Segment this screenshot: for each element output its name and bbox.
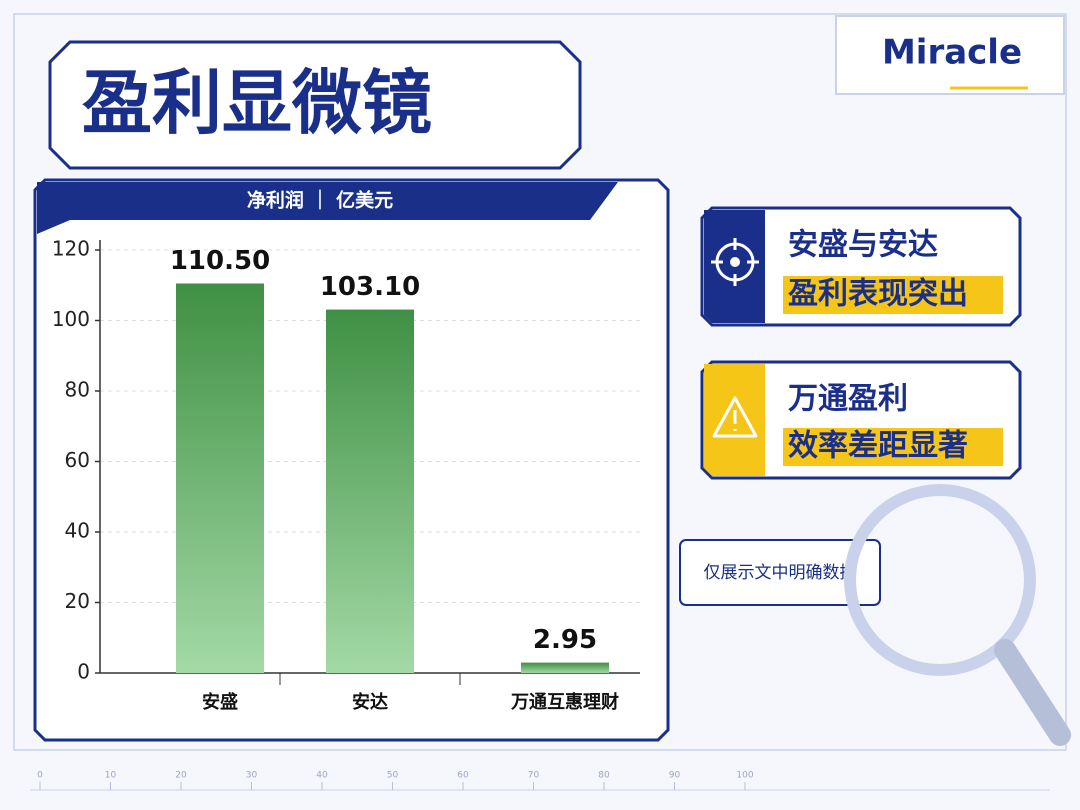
- callout-line2: 盈利表现突出: [788, 277, 968, 312]
- target-icon: [730, 257, 740, 267]
- logo: Miracle: [882, 33, 1022, 73]
- magnifier: [844, 484, 1036, 676]
- ruler-label: 30: [246, 771, 258, 781]
- ruler-label: 70: [528, 771, 540, 781]
- ruler-label: 40: [316, 771, 328, 781]
- bar: [176, 283, 264, 673]
- value-label: 110.50: [170, 246, 270, 276]
- highlight: [783, 428, 1003, 466]
- value-label: 2.95: [533, 625, 597, 655]
- x-tick-label: 安盛: [202, 691, 238, 713]
- title: 盈利显微镜: [82, 62, 432, 144]
- callout-line1: 万通盈利: [788, 382, 908, 417]
- y-tick-label: 120: [52, 237, 90, 261]
- value-label: 103.10: [320, 272, 420, 302]
- ruler-label: 60: [457, 771, 469, 781]
- frame: [13, 13, 1067, 751]
- note-box: [679, 539, 881, 606]
- ruler-label: 10: [105, 771, 117, 781]
- y-tick-label: 100: [52, 307, 90, 331]
- chart-subtitle: 净利润 ｜ 亿美元: [247, 189, 393, 212]
- ruler-label: 0: [37, 771, 43, 781]
- ruler-label: 20: [175, 771, 187, 781]
- y-tick-label: 60: [65, 448, 90, 472]
- callout-line2: 效率差距显著: [788, 429, 968, 464]
- warning-icon: [712, 396, 758, 438]
- target-icon: [711, 238, 759, 286]
- magnifier-handle: [994, 639, 1071, 746]
- x-tick-label: 万通互惠理财: [510, 691, 619, 713]
- ruler-label: 50: [387, 771, 399, 781]
- ruler-label: 90: [669, 771, 681, 781]
- chart-header: [37, 182, 618, 234]
- y-tick-label: 0: [77, 660, 90, 684]
- y-tick-label: 20: [65, 589, 90, 613]
- note: 仅展示文中明确数据: [704, 563, 857, 583]
- title-box: [48, 40, 582, 170]
- ruler-label: 100: [736, 771, 753, 781]
- y-tick-label: 40: [65, 519, 90, 543]
- callout-line1: 安盛与安达: [788, 228, 938, 263]
- logo-box: [835, 15, 1065, 95]
- y-tick-label: 80: [65, 378, 90, 402]
- bar: [521, 662, 609, 673]
- highlight: [783, 276, 1003, 314]
- ruler-label: 80: [598, 771, 610, 781]
- x-tick-label: 安达: [352, 691, 388, 713]
- bar: [326, 309, 414, 673]
